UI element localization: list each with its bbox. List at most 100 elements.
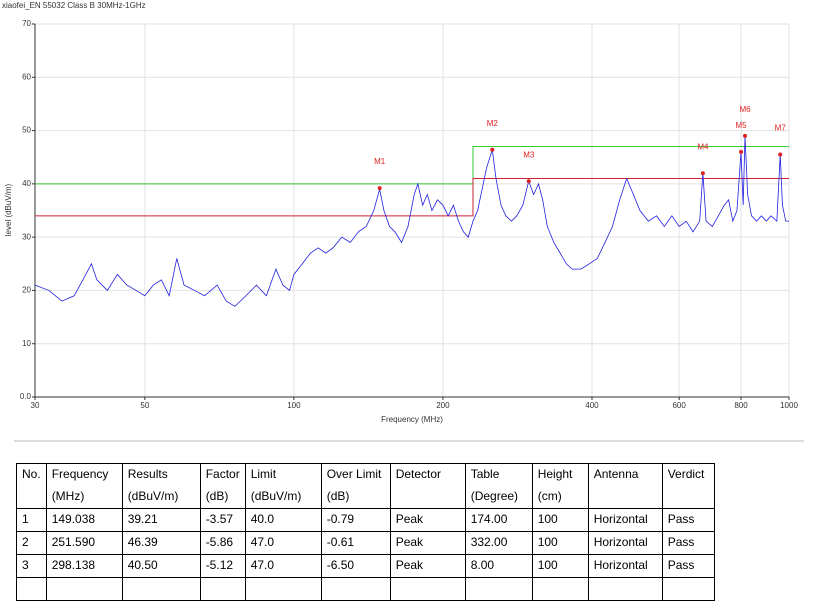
- marker-label: M6: [739, 105, 751, 114]
- y-tick-label: 0.0: [20, 392, 32, 401]
- header-cell: Verdict: [661, 463, 715, 486]
- table-cell: 251.590: [45, 531, 123, 555]
- table-cell: Pass: [661, 531, 715, 555]
- chart-title: xiaofei_EN 55032 Class B 30MHz-1GHz: [2, 1, 146, 10]
- header-cell: Limit: [244, 463, 322, 486]
- x-tick-label: 100: [287, 401, 301, 410]
- limit-line: [35, 178, 789, 217]
- table-cell: [121, 577, 201, 601]
- table-cell: 1: [16, 508, 47, 532]
- x-tick-label: 600: [672, 401, 686, 410]
- header-cell: Detector: [389, 463, 466, 486]
- table-cell: 47.0: [244, 554, 322, 578]
- header-cell: (dBuV/m): [244, 486, 322, 509]
- header-cell: Factor: [199, 463, 246, 486]
- table-cell: 332.00: [464, 531, 533, 555]
- table-cell: Pass: [661, 554, 715, 578]
- table-cell: Peak: [389, 554, 466, 578]
- table-cell: 46.39: [121, 531, 201, 555]
- marker-label: M3: [523, 150, 535, 159]
- table-cell: [661, 577, 715, 601]
- table-cell: Horizontal: [587, 531, 663, 555]
- table-cell: Horizontal: [587, 554, 663, 578]
- header-row: No. Frequency Results Factor Limit Over Limit…: [16, 463, 715, 486]
- marker-label: M2: [487, 119, 499, 128]
- marker-label: M5: [735, 121, 747, 130]
- x-tick-label: 400: [585, 401, 599, 410]
- y-tick-label: 30: [22, 232, 31, 241]
- header-cell: No.: [16, 463, 47, 486]
- x-tick-label: 200: [436, 401, 450, 410]
- table-cell: Peak: [389, 508, 466, 532]
- header-cell: (cm): [531, 486, 589, 509]
- table-cell: 100: [531, 508, 589, 532]
- table-cell: 100: [531, 554, 589, 578]
- table-cell: Pass: [661, 508, 715, 532]
- table-cell: [587, 577, 663, 601]
- x-axis-label: Frequency (MHz): [381, 415, 443, 424]
- header-cell: (dBuV/m): [121, 486, 201, 509]
- table-cell: 3: [16, 554, 47, 578]
- separator: [14, 440, 804, 442]
- table-cell: 8.00: [464, 554, 533, 578]
- marker-label: M4: [697, 142, 709, 151]
- y-tick-label: 60: [22, 72, 31, 81]
- header-cell: Antenna: [587, 463, 663, 486]
- marker-point: [526, 179, 531, 184]
- y-tick-label: 70: [22, 19, 31, 28]
- table-cell: 2: [16, 531, 47, 555]
- header-cell: (Degree): [464, 486, 533, 509]
- table-cell: 174.00: [464, 508, 533, 532]
- y-tick-label: 40: [22, 179, 31, 188]
- table-row: 1 149.038 39.21 -3.57 40.0 -0.79 Peak 174.00 100…: [16, 508, 715, 532]
- table-cell: -5.86: [199, 531, 246, 555]
- table-cell: 39.21: [121, 508, 201, 532]
- header-cell: (dB): [320, 486, 391, 509]
- marker-point: [377, 186, 382, 191]
- table-cell: -0.79: [320, 508, 391, 532]
- marker-point: [743, 133, 748, 138]
- table-cell: [389, 577, 466, 601]
- header-cell: (dB): [199, 486, 246, 509]
- y-tick-label: 10: [22, 339, 31, 348]
- table-cell: [244, 577, 322, 601]
- header-cell: Frequency: [45, 463, 123, 486]
- table-cell: [16, 577, 47, 601]
- limit-line: [35, 146, 789, 185]
- table-cell: 149.038: [45, 508, 123, 532]
- x-tick-label: 50: [140, 401, 149, 410]
- table-cell: Horizontal: [587, 508, 663, 532]
- header-cell: Over Limit: [320, 463, 391, 486]
- y-axis-label: level (dBuV/m): [4, 183, 13, 236]
- x-tick-label: 30: [31, 401, 40, 410]
- table-row: [16, 577, 715, 601]
- marker-point: [490, 147, 495, 152]
- table-cell: 47.0: [244, 531, 322, 555]
- x-tick-label: 800: [734, 401, 748, 410]
- header-cell: [587, 486, 663, 509]
- table-cell: -5.12: [199, 554, 246, 578]
- y-tick-label: 50: [22, 126, 31, 135]
- table-cell: [531, 577, 589, 601]
- marker-label: M7: [775, 124, 787, 133]
- marker-label: M1: [374, 157, 386, 166]
- header-cell: [389, 486, 466, 509]
- table-row: 3 298.138 40.50 -5.12 47.0 -6.50 Peak 8.00 100 Ho…: [16, 554, 715, 578]
- table-cell: [464, 577, 533, 601]
- y-tick-label: 20: [22, 286, 31, 295]
- header-cell: Table: [464, 463, 533, 486]
- header-cell: Height: [531, 463, 589, 486]
- header-row: (MHz) (dBuV/m) (dB) (dBuV/m) (dB) (Degree) (cm…: [16, 486, 715, 509]
- table-cell: -0.61: [320, 531, 391, 555]
- chart: xiaofei_EN 55032 Class B 30MHz-1GHz Freq…: [2, 1, 798, 424]
- table-row: 2 251.590 46.39 -5.86 47.0 -0.61 Peak 332.00 100…: [16, 531, 715, 555]
- table-cell: 40.0: [244, 508, 322, 532]
- table-cell: -6.50: [320, 554, 391, 578]
- table-cell: 100: [531, 531, 589, 555]
- trace: [34, 135, 789, 307]
- plot-area: [34, 23, 790, 398]
- table-cell: -3.57: [199, 508, 246, 532]
- marker-point: [700, 171, 705, 176]
- table-cell: 298.138: [45, 554, 123, 578]
- result-table: No. Frequency Results Factor Limit Over Limit…: [16, 463, 715, 601]
